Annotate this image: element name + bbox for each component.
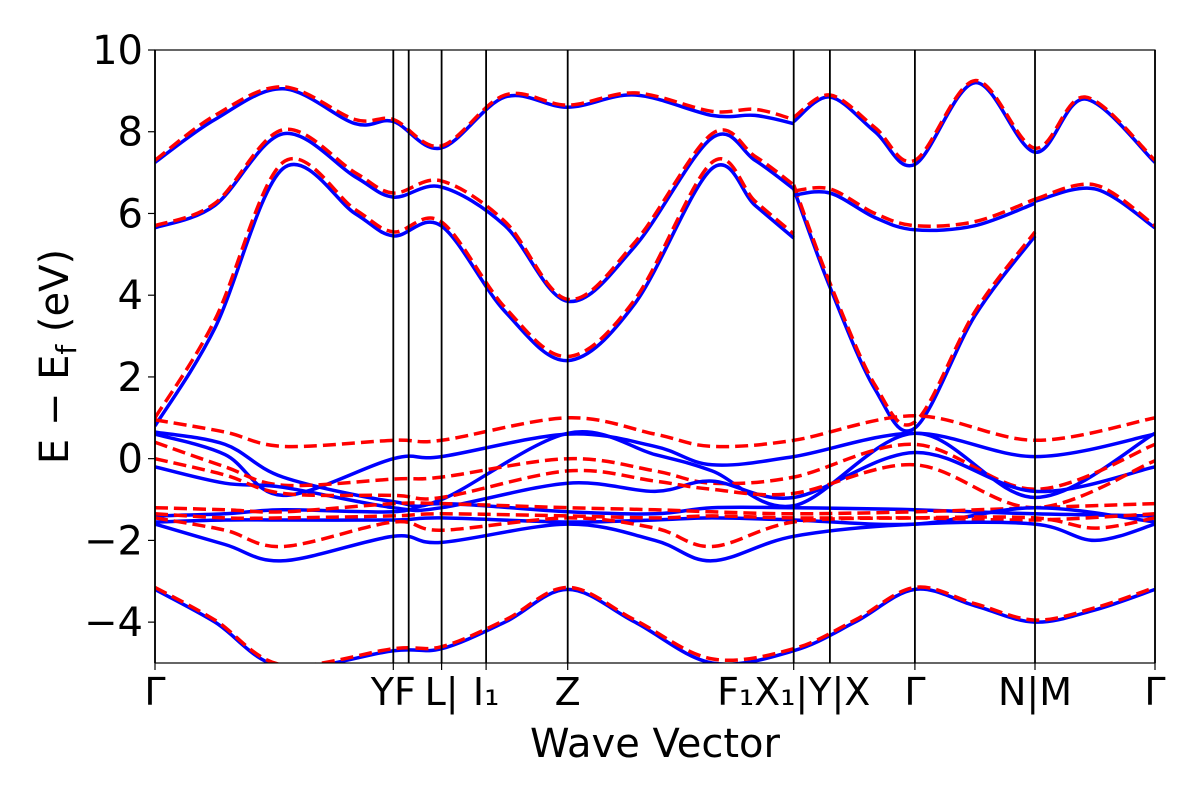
band-line-red-27 [155,585,1155,663]
band-line-red-17 [155,440,1155,492]
y-tick-label-4: 2 [118,355,143,401]
band-line-red-13 [1034,182,1155,228]
kpoint-lines [154,50,1156,663]
x-tick-label-7: N|M [998,670,1072,715]
y-axis-label-sub: f [50,344,83,355]
band-line-blue-14 [155,430,1155,509]
y-tick-label-5: 0 [118,437,143,483]
x-tick-label-4: Z [555,670,581,714]
band-line-red-1 [155,157,795,419]
band-line-red-23 [155,512,1155,522]
band-line-blue-12 [1034,186,1155,230]
band-line-blue-6 [792,188,1037,433]
band-line-red-9 [793,185,1036,229]
series-layer [155,78,1155,663]
band-line-red-15 [155,414,1155,449]
x-tick-label-8: Γ [1144,670,1165,714]
band-line-red-19 [155,456,1155,510]
band-line-blue-18 [155,450,1155,513]
x-tick-label-1: YF [370,670,416,714]
band-line-red-3 [155,127,795,302]
x-tick-label-5: F₁X₁|Y|X [717,670,870,715]
plot-frame [154,49,1156,664]
band-line-blue-8 [793,189,1036,233]
x-axis-label: Wave Vector [530,721,781,767]
band-line-blue-10 [792,80,1155,168]
y-tick-label-2: 6 [118,191,143,237]
band-line-red-5 [155,85,795,162]
band-line-red-11 [792,78,1155,164]
x-tick-label-3: I₁ [473,670,499,714]
y-tick-label-3: 4 [118,273,143,319]
x-tick-label-2: L| [425,670,459,715]
band-line-blue-24 [155,520,1155,563]
x-ticks: Γ YF L| I₁ Z F₁X₁|Y|X Γ N|M Γ [144,663,1166,715]
y-ticks: 10 8 6 4 2 0 −2 −4 [84,28,155,646]
y-tick-label-1: 8 [118,110,143,156]
y-tick-label-0: 10 [92,28,143,74]
band-line-red-21 [155,501,1155,516]
band-line-red-25 [155,515,1155,549]
band-line-blue-16 [155,431,1155,498]
band-line-blue-26 [155,587,1155,663]
y-axis-label-unit: (eV) [32,249,78,345]
x-tick-label-0: Γ [144,670,165,714]
x-tick-label-6: Γ [904,670,925,714]
y-tick-label-6: −2 [84,518,143,564]
band-line-blue-0 [155,162,795,427]
y-axis-label-main: E − E [32,355,78,465]
y-tick-label-7: −4 [84,600,143,646]
y-axis-label: E − Ef (eV) [32,249,83,464]
